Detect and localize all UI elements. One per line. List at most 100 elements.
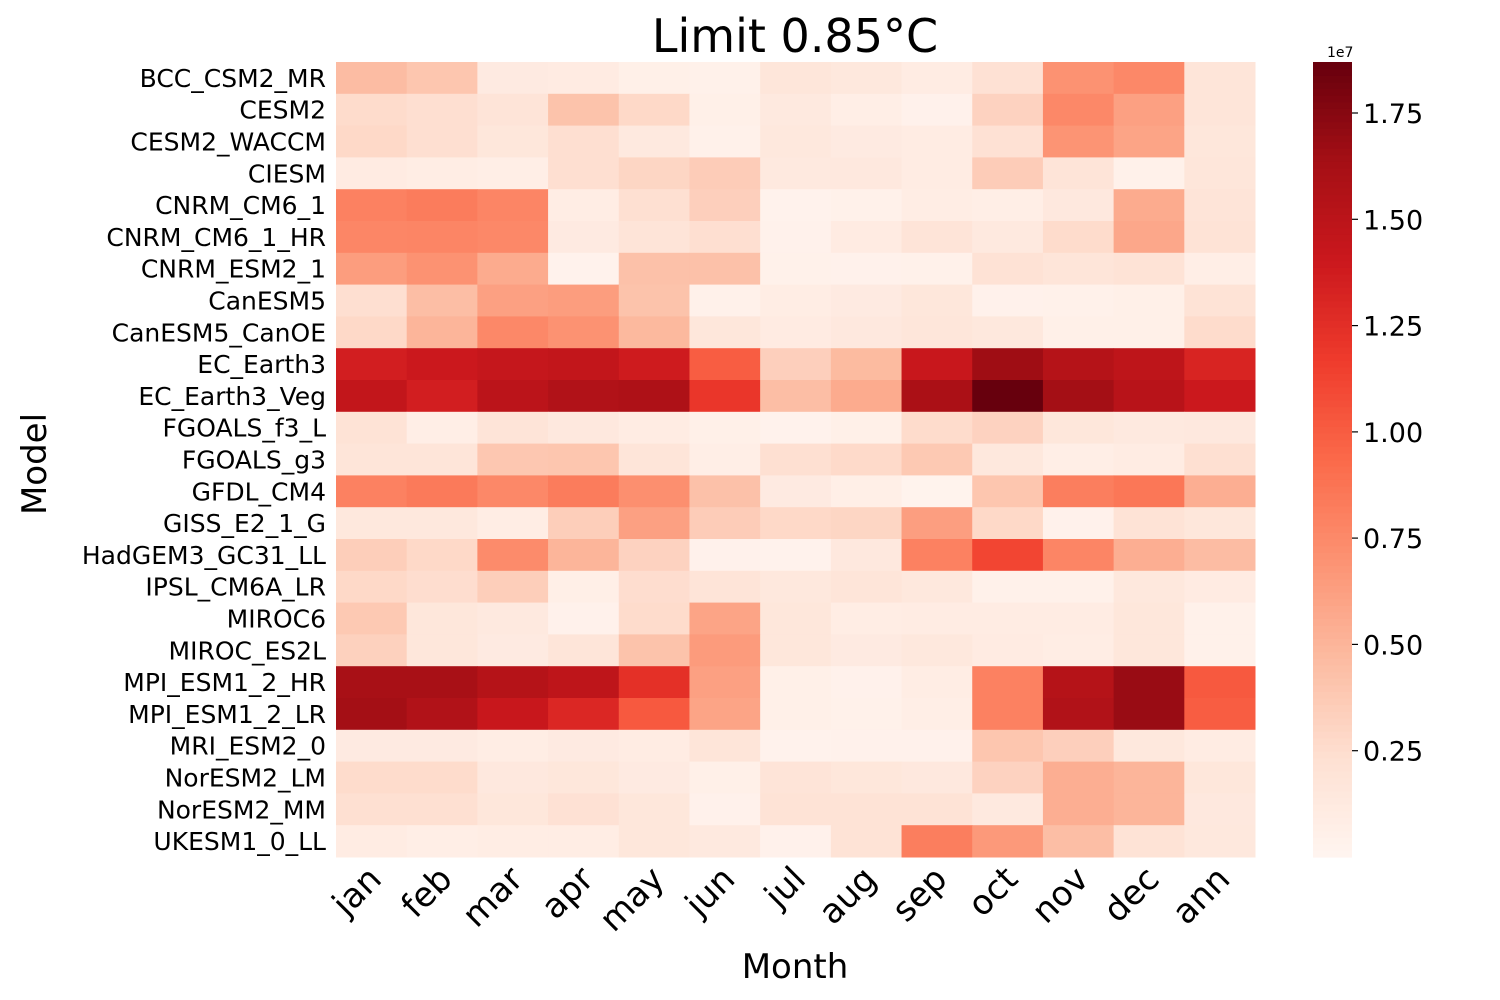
x-axis-title: Month	[742, 947, 849, 987]
heatmap-cell	[477, 348, 549, 381]
heatmap-cell	[972, 539, 1044, 572]
colorbar-segment	[1313, 227, 1352, 235]
colorbar-segment	[1313, 433, 1352, 441]
heatmap-cell	[1184, 411, 1256, 445]
heatmap-cell	[406, 793, 478, 826]
y-tick-label: FGOALS_g3	[182, 446, 326, 475]
heatmap-cell	[901, 252, 973, 286]
heatmap-cell	[618, 539, 690, 572]
colorbar-segment	[1313, 512, 1352, 520]
heatmap-cell	[548, 284, 620, 317]
heatmap-cell	[830, 93, 903, 127]
heatmap-cell	[972, 348, 1044, 381]
heatmap-cell	[760, 729, 832, 763]
heatmap-cell	[689, 125, 761, 158]
heatmap-cell	[1113, 284, 1185, 317]
heatmap-cell	[477, 252, 549, 286]
heatmap-cell	[760, 443, 832, 476]
heatmap-cell	[1042, 475, 1115, 508]
heatmap-cell	[760, 157, 832, 190]
colorbar-segment	[1313, 274, 1352, 282]
heatmap-cell	[406, 443, 478, 476]
heatmap-cell	[760, 634, 832, 667]
heatmap-cell	[760, 698, 832, 731]
y-tick-label: UKESM1_0_LL	[153, 827, 326, 856]
heatmap-cell	[901, 539, 973, 572]
y-tick-label: FGOALS_f3_L	[162, 414, 326, 443]
y-tick-label: BCC_CSM2_MR	[140, 64, 326, 93]
colorbar-segment	[1313, 744, 1352, 752]
heatmap-cell	[1113, 411, 1185, 445]
heatmap-cell	[972, 316, 1044, 349]
heatmap-cell	[1184, 125, 1256, 158]
heatmap-cell	[689, 221, 761, 254]
heatmap-cell	[477, 825, 549, 858]
heatmap-cell	[406, 729, 478, 763]
heatmap-cell	[1042, 93, 1115, 127]
colorbar-segment	[1313, 770, 1352, 779]
heatmap-cell	[760, 284, 832, 317]
heatmap-cell	[830, 443, 903, 476]
chart-title: Limit 0.85°C	[652, 9, 938, 63]
heatmap-cell	[336, 761, 408, 794]
colorbar-segment	[1313, 466, 1352, 474]
heatmap-cell	[618, 666, 690, 699]
colorbar-tick-label: 1.00	[1363, 418, 1423, 449]
colorbar-segment	[1313, 280, 1352, 288]
colorbar-segment	[1313, 565, 1352, 573]
colorbar-segment	[1313, 525, 1352, 533]
heatmap-cell	[336, 284, 408, 317]
colorbar-tick-label: 1.50	[1363, 205, 1423, 236]
heatmap-cell	[618, 157, 690, 190]
heatmap-cell	[336, 793, 408, 826]
heatmap-cell	[1184, 729, 1256, 763]
heatmap-cell	[618, 221, 690, 254]
heatmap-cell	[972, 157, 1044, 190]
heatmap-cell	[548, 348, 620, 381]
heatmap-cell	[760, 252, 832, 286]
heatmap-cell	[901, 380, 973, 413]
heatmap-cell	[972, 602, 1044, 635]
heatmap-cell	[336, 221, 408, 254]
y-tick-label: HadGEM3_GC31_LL	[82, 541, 326, 570]
heatmap-cell	[1113, 221, 1185, 254]
colorbar-segment	[1313, 221, 1352, 229]
colorbar-segment	[1313, 532, 1352, 540]
colorbar-segment	[1313, 618, 1352, 626]
heatmap-cell	[760, 507, 832, 540]
heatmap-cell	[1113, 348, 1185, 381]
heatmap-cell	[1113, 316, 1185, 349]
heatmap-cell	[477, 666, 549, 699]
heatmap-cells	[336, 62, 1256, 858]
heatmap-cell	[406, 125, 478, 158]
x-tick-label: aug	[811, 859, 885, 933]
heatmap-cell	[618, 475, 690, 508]
heatmap-cell	[689, 157, 761, 190]
heatmap-cell	[689, 93, 761, 127]
heatmap-cell	[477, 411, 549, 445]
heatmap-cell	[1113, 475, 1185, 508]
colorbar-segment	[1313, 380, 1352, 388]
heatmap-cell	[830, 570, 903, 604]
heatmap-cell	[689, 666, 761, 699]
heatmap-cell	[830, 284, 903, 317]
heatmap-cell	[901, 125, 973, 158]
heatmap-cell	[760, 93, 832, 127]
heatmap-cell	[830, 666, 903, 699]
heatmap-cell	[972, 93, 1044, 127]
heatmap-cell	[336, 825, 408, 858]
colorbar-segment	[1313, 426, 1352, 434]
heatmap-cell	[972, 380, 1044, 413]
heatmap-cell	[548, 539, 620, 572]
heatmap-cell	[336, 602, 408, 635]
heatmap-cell	[760, 348, 832, 381]
heatmap-cell	[830, 793, 903, 826]
colorbar-segment	[1313, 413, 1352, 421]
colorbar-segment	[1313, 850, 1352, 858]
colorbar-segment	[1313, 664, 1352, 673]
heatmap-cell	[548, 698, 620, 731]
heatmap-cell	[477, 62, 549, 95]
colorbar-segment	[1313, 717, 1352, 726]
colorbar-segment	[1313, 327, 1352, 335]
colorbar-segment	[1313, 479, 1352, 487]
